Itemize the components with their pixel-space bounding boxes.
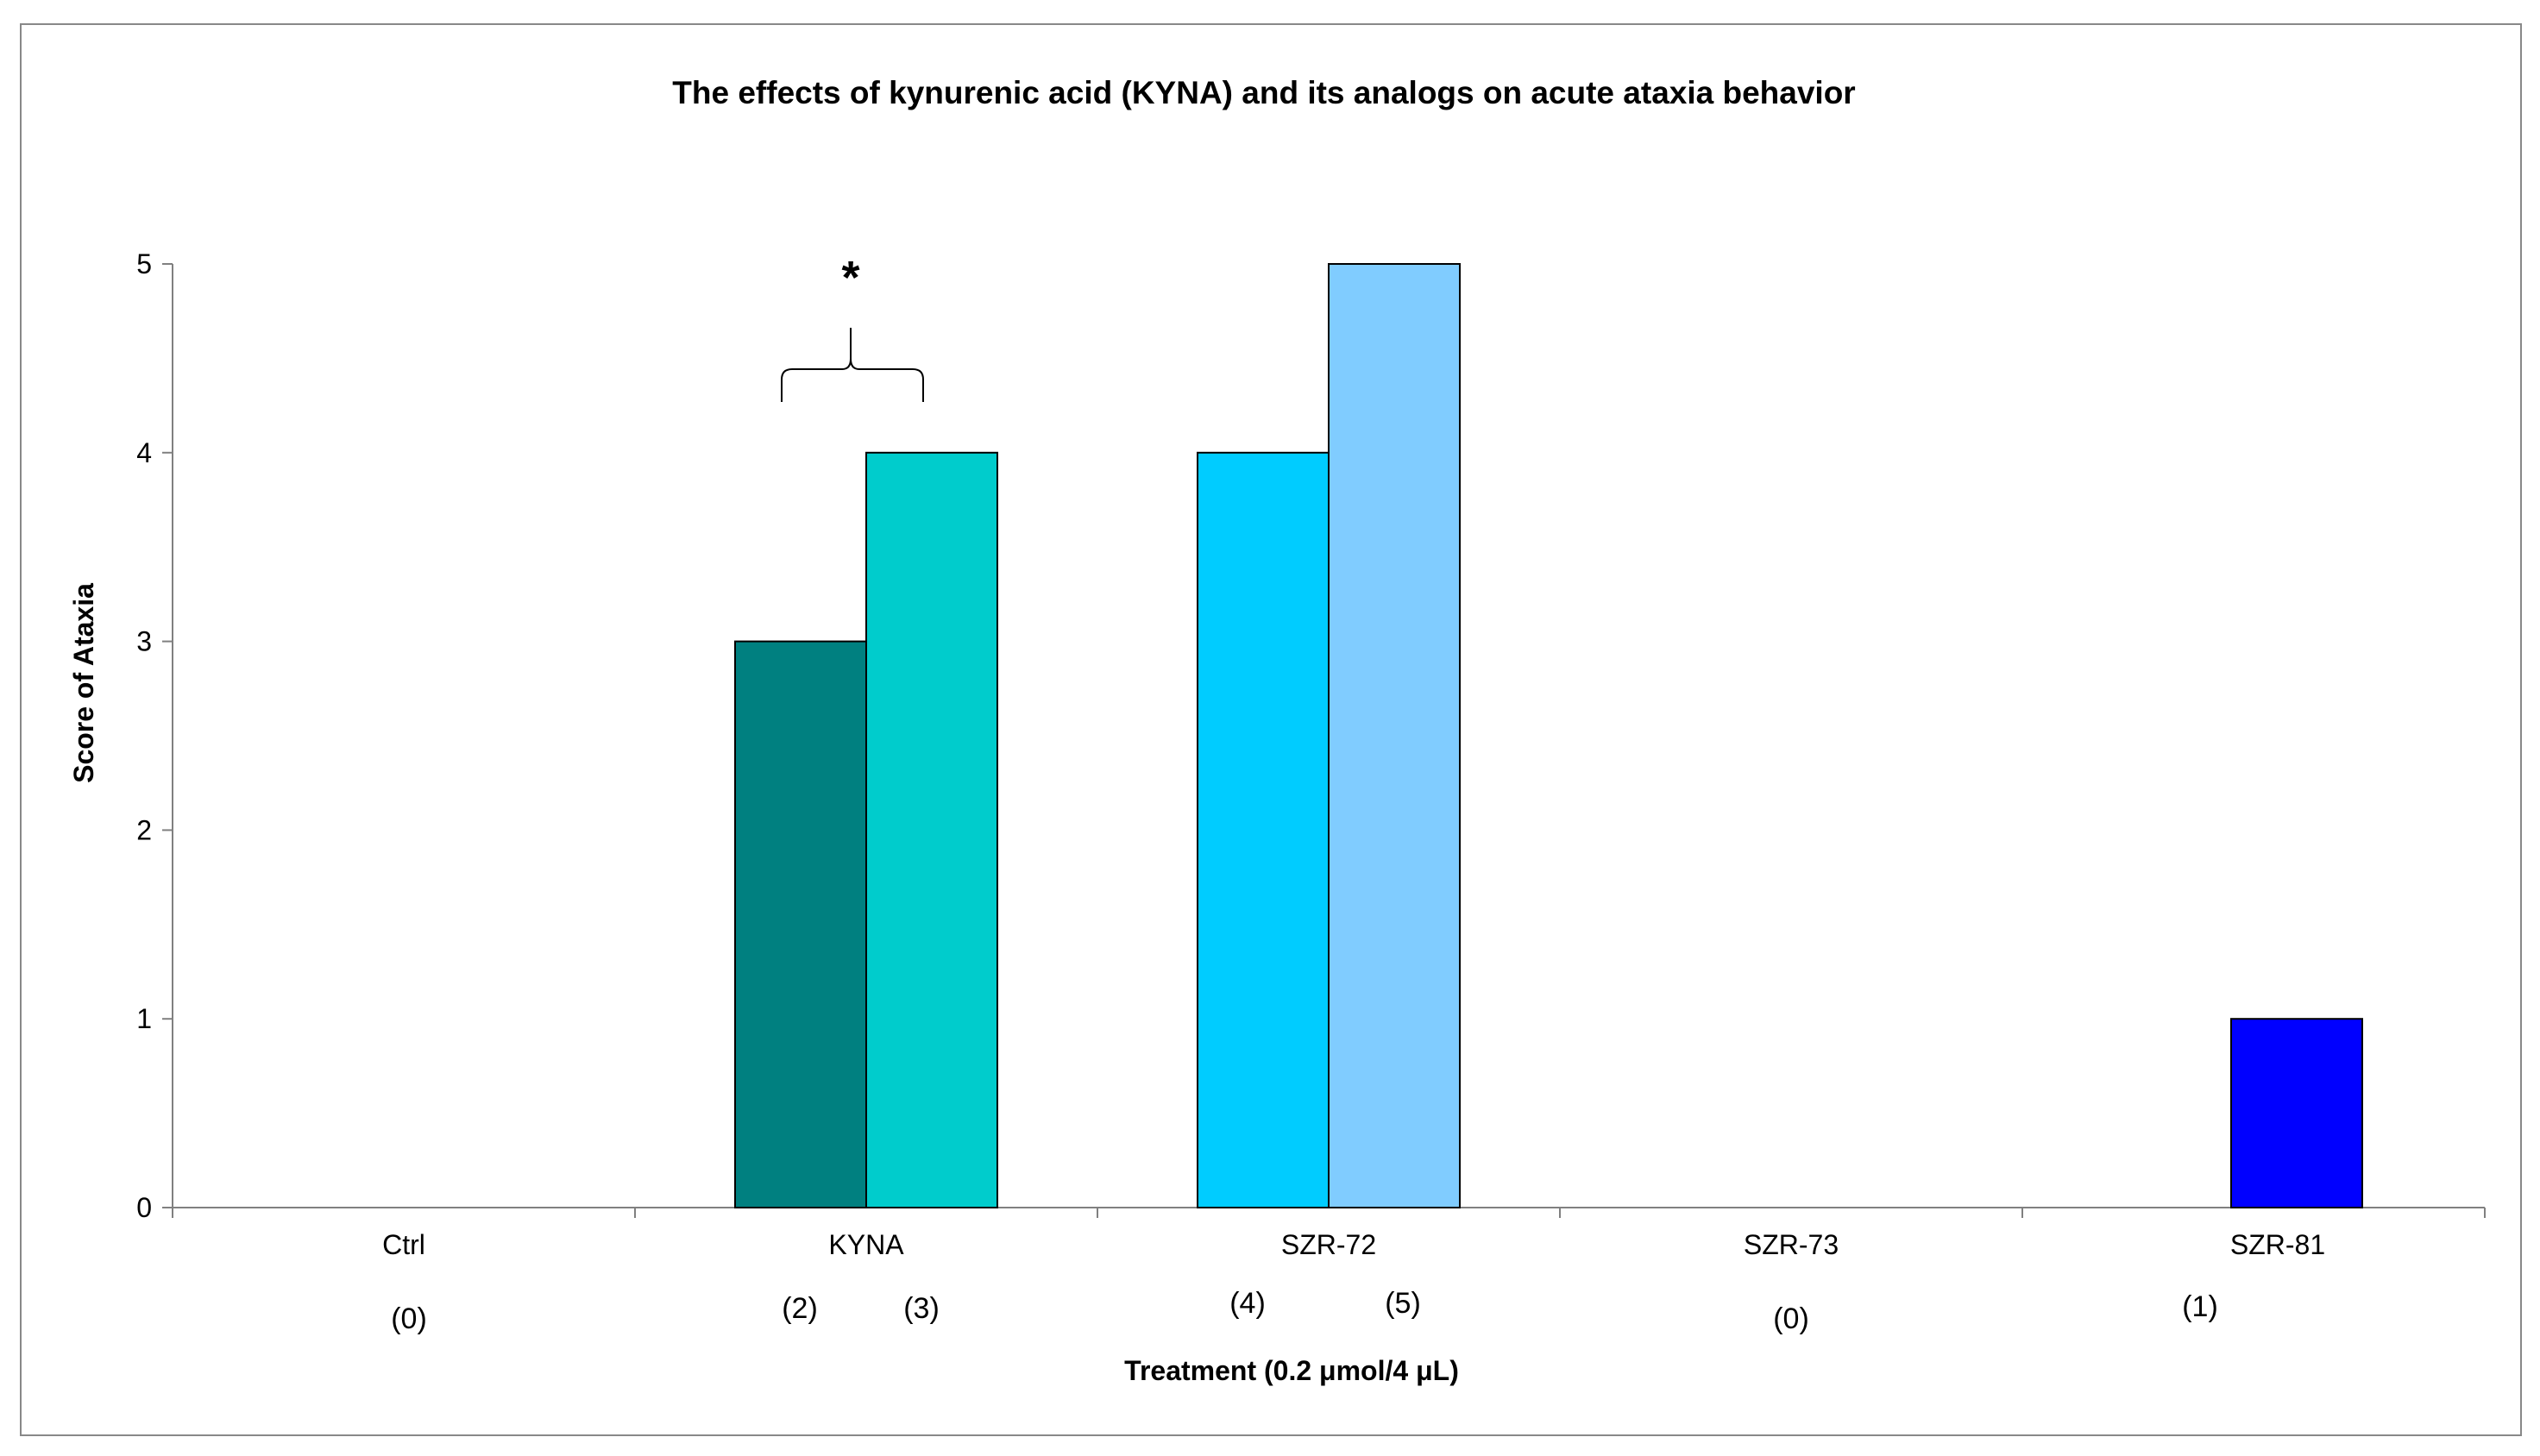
bar	[1197, 451, 1330, 1208]
x-category-label: SZR-81	[2230, 1229, 2325, 1260]
sample-count-label: (2)	[782, 1292, 818, 1325]
category-labels: Ctrl KYNA SZR-72 SZR-73 SZR-81 (0) (2) (3) (4) (5…	[382, 1229, 2325, 1335]
bar	[1328, 263, 1461, 1208]
y-axis-title: Score of Ataxia	[68, 583, 99, 783]
significance-star: *	[841, 252, 859, 304]
y-tick-label: 0	[136, 1192, 152, 1223]
sample-count-label: (3)	[903, 1292, 940, 1325]
y-tick-label: 4	[136, 437, 152, 468]
bar	[2230, 1018, 2363, 1208]
sample-count-label: (0)	[391, 1302, 427, 1335]
sample-count-label: (4)	[1229, 1287, 1266, 1320]
x-axis-title: Treatment (0.2 μmol/4 μL)	[1124, 1355, 1459, 1386]
x-category-label: SZR-73	[1744, 1229, 1839, 1260]
axes: 0 1 2 3 4 5	[136, 248, 2486, 1223]
y-tick-label: 5	[136, 248, 152, 279]
x-category-label: KYNA	[828, 1229, 904, 1260]
bar	[734, 640, 867, 1208]
chart-title: The effects of kynurenic acid (KYNA) and…	[672, 75, 1855, 110]
y-tick-label: 1	[136, 1003, 152, 1034]
sample-count-label: (0)	[1773, 1302, 1809, 1335]
y-tick-label: 3	[136, 626, 152, 657]
y-tick-label: 2	[136, 814, 152, 845]
significance-bracket	[781, 328, 924, 402]
bars	[734, 263, 2363, 1208]
x-category-label: SZR-72	[1281, 1229, 1376, 1260]
bar	[865, 451, 998, 1208]
sample-count-label: (5)	[1385, 1287, 1421, 1320]
x-category-label: Ctrl	[382, 1229, 425, 1260]
sample-count-label: (1)	[2182, 1290, 2218, 1323]
